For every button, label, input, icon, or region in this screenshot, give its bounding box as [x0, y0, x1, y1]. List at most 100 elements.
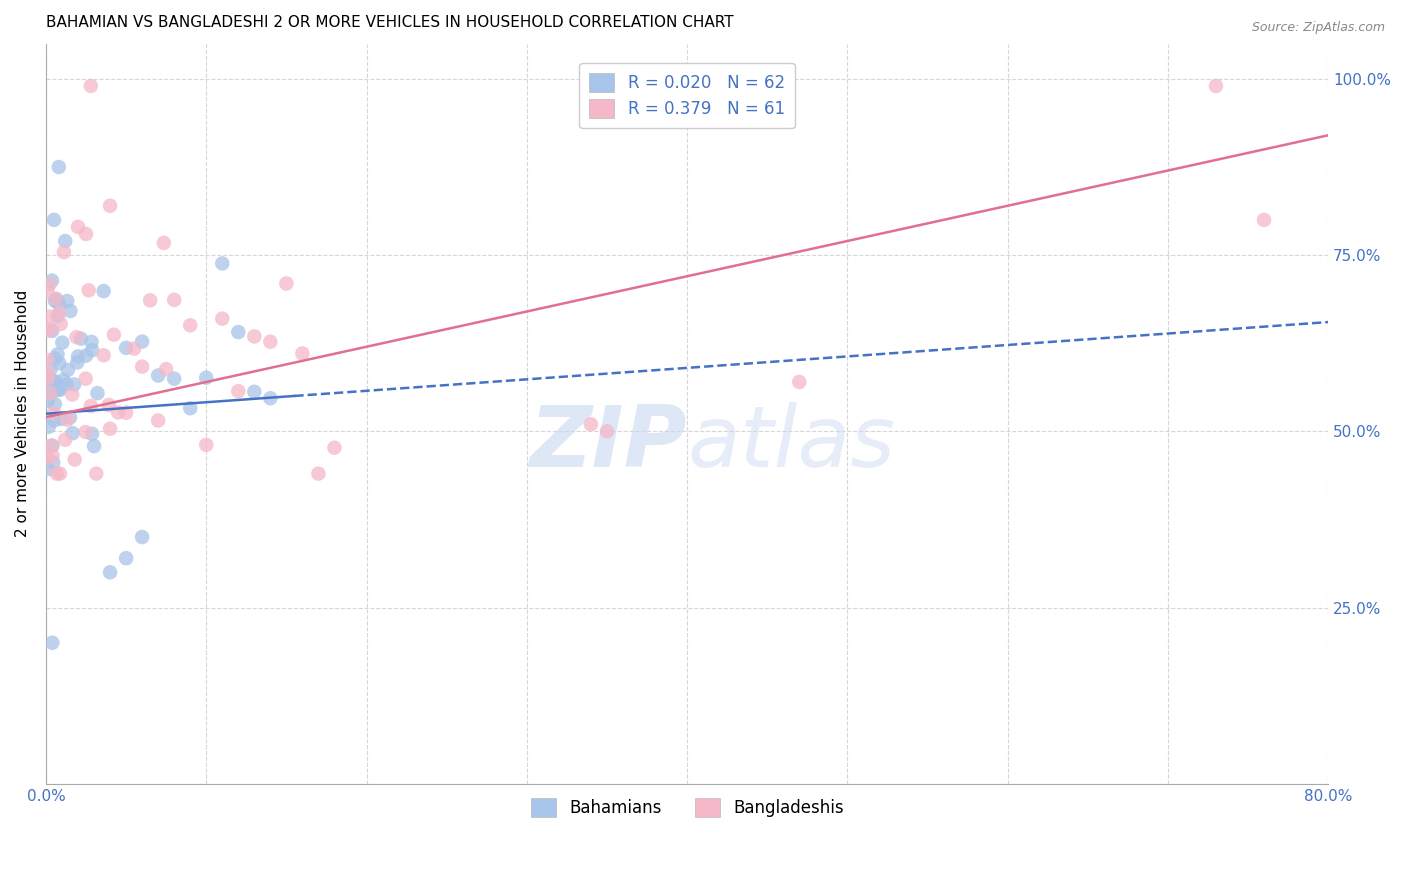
- Point: [122, 342, 145, 356]
- Point: [39, 322, 62, 336]
- Point: [131, 334, 153, 349]
- Point: [44, 375, 66, 389]
- Point: [39, 386, 62, 401]
- Point: [49, 317, 72, 331]
- Point: [49, 383, 72, 397]
- Point: [82, 426, 104, 441]
- Point: [59, 410, 82, 425]
- Point: [243, 329, 266, 343]
- Point: [37, 462, 59, 476]
- Point: [45, 467, 67, 481]
- Point: [62, 426, 84, 441]
- Point: [82, 343, 104, 358]
- Point: [75, 372, 97, 386]
- Point: [51, 412, 73, 426]
- Point: [56, 293, 79, 308]
- Point: [596, 425, 619, 439]
- Point: [195, 370, 218, 384]
- Point: [46, 347, 69, 361]
- Point: [103, 327, 125, 342]
- Point: [63, 377, 86, 392]
- Point: [83, 439, 105, 453]
- Point: [80, 399, 103, 413]
- Point: [48, 297, 70, 311]
- Point: [163, 293, 186, 307]
- Point: [52, 245, 75, 260]
- Point: [37, 324, 59, 338]
- Point: [77, 283, 100, 297]
- Point: [86, 386, 108, 401]
- Point: [155, 362, 177, 376]
- Point: [84, 467, 107, 481]
- Point: [307, 467, 329, 481]
- Point: [49, 467, 72, 481]
- Point: [41, 636, 63, 650]
- Point: [55, 377, 77, 392]
- Point: [70, 332, 93, 346]
- Point: [60, 387, 83, 401]
- Point: [48, 160, 70, 174]
- Point: [56, 363, 79, 377]
- Point: [44, 413, 66, 427]
- Point: [65, 330, 87, 344]
- Point: [46, 383, 69, 397]
- Point: [115, 406, 138, 420]
- Point: [45, 292, 67, 306]
- Text: atlas: atlas: [688, 401, 896, 485]
- Point: [42, 456, 65, 470]
- Point: [41, 274, 63, 288]
- Point: [44, 293, 66, 308]
- Point: [97, 398, 120, 412]
- Point: [323, 441, 346, 455]
- Point: [131, 530, 153, 544]
- Point: [38, 310, 60, 324]
- Point: [52, 373, 75, 387]
- Point: [259, 391, 281, 405]
- Point: [146, 368, 169, 383]
- Point: [93, 348, 115, 362]
- Point: [48, 306, 70, 320]
- Point: [98, 422, 121, 436]
- Point: [41, 439, 63, 453]
- Point: [51, 335, 73, 350]
- Point: [1205, 78, 1227, 93]
- Point: [1253, 212, 1275, 227]
- Point: [44, 397, 66, 411]
- Point: [37, 352, 59, 367]
- Legend: Bahamians, Bangladeshis: Bahamians, Bangladeshis: [520, 788, 853, 827]
- Point: [48, 378, 70, 392]
- Point: [211, 256, 233, 270]
- Point: [259, 334, 281, 349]
- Point: [146, 413, 169, 427]
- Point: [152, 235, 174, 250]
- Point: [179, 318, 201, 333]
- Point: [38, 277, 60, 292]
- Point: [115, 551, 138, 566]
- Point: [98, 199, 121, 213]
- Point: [211, 311, 233, 326]
- Point: [115, 341, 138, 355]
- Point: [98, 566, 121, 580]
- Point: [42, 212, 65, 227]
- Point: [75, 349, 97, 363]
- Point: [39, 362, 62, 376]
- Point: [80, 78, 103, 93]
- Point: [42, 406, 65, 420]
- Point: [80, 334, 103, 349]
- Point: [37, 371, 59, 385]
- Point: [44, 351, 66, 366]
- Point: [243, 384, 266, 399]
- Point: [195, 438, 218, 452]
- Point: [226, 325, 249, 339]
- Y-axis label: 2 or more Vehicles in Household: 2 or more Vehicles in Household: [15, 290, 30, 537]
- Point: [41, 449, 63, 463]
- Point: [53, 234, 76, 248]
- Point: [38, 419, 60, 434]
- Point: [66, 355, 89, 369]
- Point: [787, 375, 810, 389]
- Point: [291, 346, 314, 360]
- Point: [56, 413, 79, 427]
- Point: [37, 366, 59, 380]
- Point: [48, 356, 70, 370]
- Point: [66, 350, 89, 364]
